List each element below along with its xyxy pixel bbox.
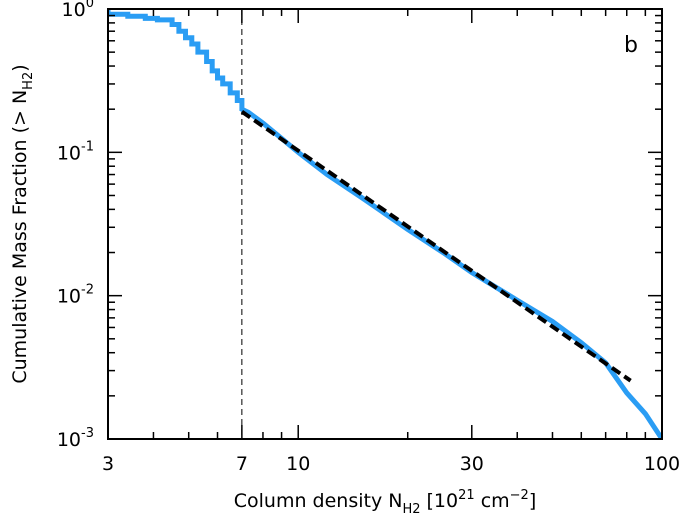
- y-tick-label: 100: [62, 0, 94, 21]
- y-axis-title-main: Cumulative Mass Fraction (> N: [9, 90, 31, 384]
- y-axis-title-end: ): [9, 64, 31, 71]
- x-axis-title-end: ]: [529, 490, 536, 512]
- y-axis-title-sub: H2: [21, 72, 36, 90]
- x-axis-title-mid: cm: [475, 490, 510, 512]
- plot-frame: [107, 8, 663, 440]
- x-axis-title-sub: H2: [402, 502, 420, 517]
- axis-ticks: [107, 8, 663, 440]
- y-tick-label: 10-1: [57, 139, 94, 164]
- y-axis-title: Cumulative Mass Fraction (> NH2): [9, 64, 36, 383]
- x-tick-label: 10: [286, 453, 310, 475]
- panel-label: b: [624, 33, 638, 58]
- x-tick-label: 3: [102, 453, 114, 475]
- x-axis-title: Column density NH2 [1021 cm−2]: [234, 488, 537, 517]
- x-axis-title-units: [10: [427, 490, 459, 512]
- x-tick-label: 100: [644, 453, 680, 475]
- x-tick-label: 30: [460, 453, 484, 475]
- x-axis-title-main: Column density N: [234, 490, 403, 512]
- cumulative-distribution-line: [108, 9, 662, 439]
- x-axis-title-exp: 21: [458, 488, 475, 503]
- y-tick-label: 10-2: [57, 283, 94, 308]
- x-tick-label: 7: [236, 453, 248, 475]
- y-tick-label: 10-3: [57, 426, 94, 451]
- x-axis-title-exp2: −2: [510, 488, 529, 503]
- power-law-fit-line: [240, 110, 632, 383]
